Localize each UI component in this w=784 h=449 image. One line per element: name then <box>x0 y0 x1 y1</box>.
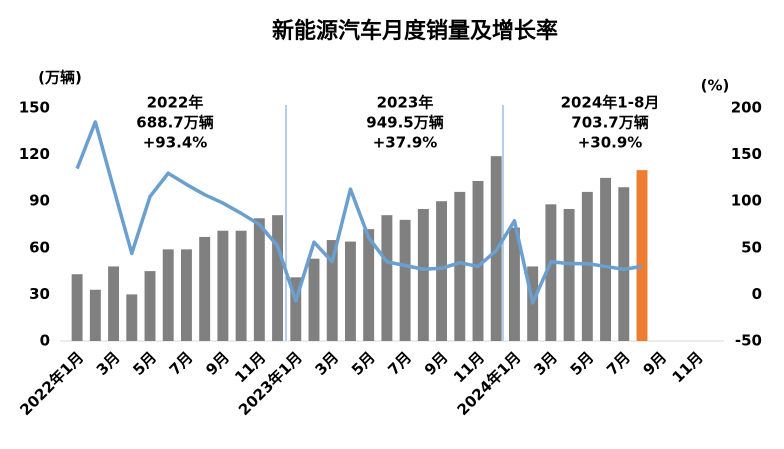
annotation: 2022年 <box>147 94 204 112</box>
bar <box>290 277 302 341</box>
bar <box>545 204 557 341</box>
y2-tick-label: 0 <box>752 285 762 303</box>
y2-axis-label: (%) <box>701 77 730 95</box>
y-tick-label: 120 <box>19 145 50 163</box>
y-tick-label: 90 <box>29 192 50 210</box>
y2-tick-label: -50 <box>735 332 762 350</box>
x-tick-label: 9月 <box>202 348 233 379</box>
bar <box>199 236 211 341</box>
bar <box>272 215 284 341</box>
x-tick-label: 11月 <box>669 348 707 386</box>
y-tick-label: 0 <box>40 332 50 350</box>
bar <box>344 241 356 341</box>
bar <box>363 229 375 341</box>
bar <box>126 294 138 341</box>
bar <box>472 181 484 341</box>
x-tick-label: 5月 <box>129 348 160 379</box>
bar <box>454 191 466 341</box>
bar <box>618 187 630 341</box>
bar <box>162 249 174 341</box>
x-tick-label: 3月 <box>93 348 124 379</box>
x-tick-label: 7月 <box>166 348 197 379</box>
x-tick-label: 3月 <box>312 348 343 379</box>
x-tick-label: 3月 <box>530 348 561 379</box>
bar <box>108 266 120 341</box>
y-tick-label: 60 <box>29 238 50 256</box>
annotation: 688.7万辆 <box>136 114 213 132</box>
bar <box>308 258 320 341</box>
x-tick-label: 9月 <box>640 348 671 379</box>
x-tick-label: 2022年1月 <box>16 348 87 419</box>
y-axis-label: (万辆) <box>38 69 82 87</box>
bar <box>417 208 429 341</box>
y-tick-label: 150 <box>19 99 50 117</box>
annotation: +93.4% <box>143 134 208 152</box>
annotation: 949.5万辆 <box>366 114 443 132</box>
annotation: +30.9% <box>578 134 643 152</box>
bar <box>563 208 575 341</box>
y2-tick-label: 50 <box>741 238 762 256</box>
bar <box>436 201 448 341</box>
chart-title: 新能源汽车月度销量及增长率 <box>272 18 558 44</box>
bar <box>508 227 520 341</box>
y2-tick-label: 100 <box>731 192 762 210</box>
annotation: 2023年 <box>377 94 434 112</box>
y-tick-label: 30 <box>29 285 50 303</box>
bar <box>326 240 338 341</box>
bar <box>144 271 156 341</box>
y2-tick-label: 150 <box>731 145 762 163</box>
x-tick-label: 9月 <box>421 348 452 379</box>
bar <box>600 177 612 341</box>
x-tick-label: 7月 <box>603 348 634 379</box>
bar <box>381 215 393 341</box>
y2-tick-label: 200 <box>731 99 762 117</box>
annotation: 703.7万辆 <box>571 114 648 132</box>
x-tick-label: 7月 <box>384 348 415 379</box>
bar <box>636 170 648 341</box>
x-tick-label: 5月 <box>567 348 598 379</box>
annotation: 2024年1-8月 <box>561 94 660 112</box>
annotation: +37.9% <box>373 134 438 152</box>
line <box>75 120 643 305</box>
x-tick-label: 5月 <box>348 348 379 379</box>
bar <box>89 289 101 341</box>
bar <box>217 230 229 341</box>
bar <box>581 191 593 341</box>
bar <box>253 218 265 341</box>
bar <box>71 274 83 341</box>
bar <box>235 230 247 341</box>
bar <box>180 249 192 341</box>
bar <box>399 219 411 341</box>
